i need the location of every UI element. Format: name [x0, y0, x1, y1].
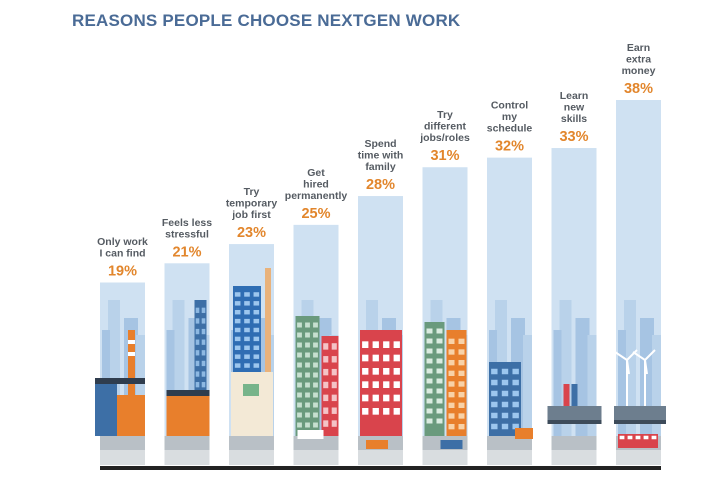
value-label-8: 33% — [559, 129, 588, 145]
value-label-6: 31% — [430, 148, 459, 164]
category-label-1: Only work — [97, 236, 148, 248]
category-label-6: different — [424, 121, 467, 133]
category-label-2: stressful — [165, 228, 209, 240]
value-label-2: 21% — [172, 244, 201, 260]
category-label-7: my — [502, 111, 517, 123]
value-label-9: 38% — [624, 81, 653, 97]
category-label-1: I can find — [99, 248, 145, 260]
category-label-9: extra — [626, 54, 651, 66]
category-label-8: skills — [561, 113, 587, 125]
value-label-5: 28% — [366, 177, 395, 193]
category-label-6: jobs/roles — [419, 132, 470, 144]
category-label-9: money — [622, 65, 656, 77]
value-label-4: 25% — [301, 206, 330, 222]
value-label-3: 23% — [237, 225, 266, 241]
category-label-7: schedule — [487, 123, 533, 135]
category-label-5: family — [365, 161, 396, 173]
category-label-4: hired — [303, 178, 329, 190]
category-label-3: Try — [244, 186, 260, 198]
chart-title: REASONS PEOPLE CHOOSE NEXTGEN WORK — [72, 11, 461, 30]
category-label-5: Spend — [364, 138, 396, 150]
axis-baseline — [100, 466, 661, 470]
value-label-7: 32% — [495, 139, 524, 155]
category-label-5: time with — [358, 150, 404, 162]
category-label-6: Try — [437, 109, 453, 121]
category-label-3: job first — [231, 209, 271, 221]
value-label-1: 19% — [108, 264, 137, 280]
category-label-8: Learn — [560, 90, 589, 102]
category-label-9: Earn — [627, 42, 650, 54]
category-label-4: permanently — [285, 190, 348, 202]
category-label-8: new — [564, 102, 585, 114]
category-label-4: Get — [307, 167, 325, 179]
city-illustration — [95, 268, 666, 465]
category-label-2: Feels less — [162, 217, 212, 229]
category-label-3: temporary — [226, 198, 278, 210]
category-label-7: Control — [491, 100, 528, 112]
